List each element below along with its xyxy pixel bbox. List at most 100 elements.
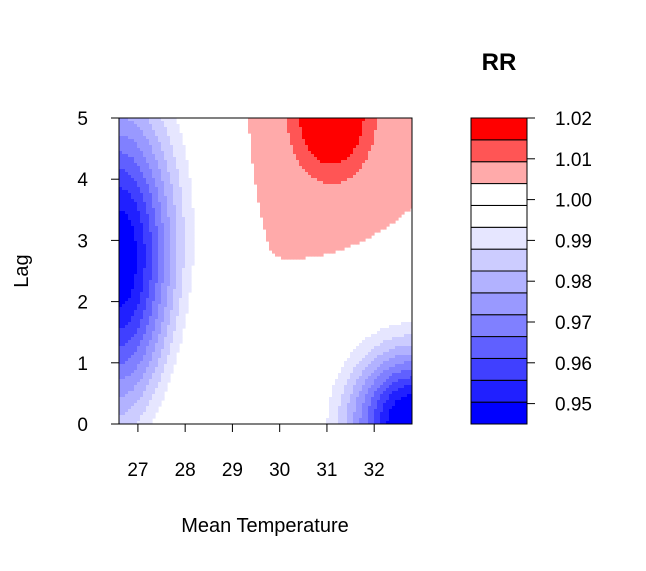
- contour-cell: [368, 157, 372, 161]
- contour-cell: [143, 406, 147, 410]
- contour-cell: [137, 349, 141, 353]
- contour-cell: [179, 304, 183, 308]
- contour-cell: [311, 145, 315, 149]
- contour-cell: [143, 265, 147, 269]
- contour-cell: [398, 376, 402, 380]
- contour-cell: [326, 130, 330, 134]
- contour-cell: [374, 190, 378, 194]
- contour-cell: [350, 400, 354, 404]
- contour-cell: [311, 211, 315, 215]
- contour-cell: [152, 154, 156, 158]
- contour-cell: [383, 220, 387, 224]
- contour-cell: [176, 259, 180, 263]
- contour-cell: [188, 232, 192, 236]
- contour-cell: [140, 310, 144, 314]
- contour-cell: [122, 214, 126, 218]
- contour-cell: [293, 208, 297, 212]
- contour-cell: [281, 121, 285, 125]
- contour-cell: [293, 139, 297, 143]
- contour-cell: [131, 205, 135, 209]
- contour-cell: [341, 184, 345, 188]
- contour-cell: [287, 166, 291, 170]
- contour-cell: [398, 214, 402, 218]
- contour-cell: [131, 235, 135, 239]
- contour-cell: [356, 202, 360, 206]
- contour-cell: [338, 124, 342, 128]
- contour-cell: [365, 397, 369, 401]
- contour-cell: [131, 289, 135, 293]
- contour-cell: [281, 163, 285, 167]
- contour-cell: [140, 361, 144, 365]
- contour-cell: [254, 127, 258, 131]
- contour-cell: [383, 121, 387, 125]
- contour-cell: [269, 142, 273, 146]
- contour-cell: [146, 277, 150, 281]
- contour-cell: [368, 199, 372, 203]
- contour-cell: [122, 163, 126, 167]
- contour-cell: [164, 235, 168, 239]
- contour-cell: [257, 187, 261, 191]
- contour-cell: [341, 148, 345, 152]
- contour-cell: [293, 118, 297, 122]
- contour-cell: [338, 397, 342, 401]
- contour-cell: [392, 127, 396, 131]
- contour-cell: [179, 322, 183, 326]
- contour-cell: [296, 217, 300, 221]
- contour-cell: [359, 157, 363, 161]
- contour-cell: [161, 259, 165, 263]
- contour-cell: [317, 169, 321, 173]
- contour-cell: [170, 271, 174, 275]
- contour-cell: [167, 142, 171, 146]
- contour-cell: [338, 211, 342, 215]
- contour-cell: [170, 139, 174, 143]
- contour-cell: [314, 247, 318, 251]
- contour-cell: [167, 280, 171, 284]
- contour-cell: [260, 145, 264, 149]
- contour-cell: [332, 166, 336, 170]
- contour-cell: [146, 379, 150, 383]
- contour-cell: [143, 235, 147, 239]
- contour-cell: [341, 190, 345, 194]
- contour-cell: [179, 196, 183, 200]
- contour-cell: [377, 223, 381, 227]
- contour-cell: [179, 268, 183, 272]
- contour-cell: [347, 373, 351, 377]
- contour-cell: [314, 187, 318, 191]
- contour-cell: [335, 211, 339, 215]
- contour-cell: [332, 232, 336, 236]
- contour-cell: [356, 394, 360, 398]
- contour-cell: [341, 145, 345, 149]
- contour-cell: [131, 400, 135, 404]
- contour-cell: [173, 274, 177, 278]
- contour-cell: [251, 130, 255, 134]
- contour-cell: [164, 157, 168, 161]
- contour-cell: [395, 373, 399, 377]
- contour-cell: [164, 325, 168, 329]
- contour-cell: [368, 160, 372, 164]
- contour-cell: [143, 253, 147, 257]
- contour-cell: [389, 379, 393, 383]
- contour-cell: [164, 118, 168, 122]
- contour-cell: [368, 232, 372, 236]
- contour-cell: [260, 211, 264, 215]
- contour-cell: [269, 220, 273, 224]
- contour-cell: [377, 361, 381, 365]
- contour-cell: [335, 145, 339, 149]
- contour-cell: [164, 364, 168, 368]
- contour-cell: [155, 166, 159, 170]
- contour-cell: [143, 352, 147, 356]
- contour-cell: [164, 244, 168, 248]
- contour-cell: [389, 358, 393, 362]
- contour-cell: [122, 172, 126, 176]
- contour-cell: [320, 220, 324, 224]
- contour-cell: [320, 205, 324, 209]
- contour-cell: [272, 247, 276, 251]
- contour-cell: [341, 244, 345, 248]
- contour-cell: [401, 376, 405, 380]
- contour-cell: [266, 184, 270, 188]
- contour-cell: [164, 319, 168, 323]
- contour-cell: [149, 391, 153, 395]
- contour-cell: [182, 238, 186, 242]
- contour-cell: [167, 355, 171, 359]
- contour-cell: [158, 322, 162, 326]
